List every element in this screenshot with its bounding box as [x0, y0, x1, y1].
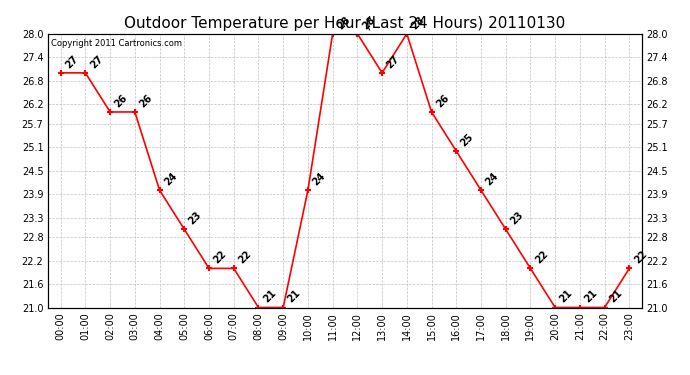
Text: 24: 24 — [484, 171, 500, 188]
Text: 26: 26 — [434, 93, 451, 109]
Text: 21: 21 — [262, 288, 278, 305]
Text: 21: 21 — [607, 288, 624, 305]
Text: 23: 23 — [509, 210, 525, 226]
Title: Outdoor Temperature per Hour (Last 24 Hours) 20110130: Outdoor Temperature per Hour (Last 24 Ho… — [124, 16, 566, 31]
Text: 27: 27 — [385, 54, 402, 70]
Text: 22: 22 — [212, 249, 228, 266]
Text: 28: 28 — [360, 14, 377, 31]
Text: 23: 23 — [187, 210, 204, 226]
Text: 21: 21 — [286, 288, 303, 305]
Text: 27: 27 — [88, 54, 105, 70]
Text: 26: 26 — [113, 93, 130, 109]
Text: 24: 24 — [162, 171, 179, 188]
Text: 22: 22 — [533, 249, 550, 266]
Text: Copyright 2011 Cartronics.com: Copyright 2011 Cartronics.com — [51, 39, 182, 48]
Text: 26: 26 — [137, 93, 155, 109]
Text: 21: 21 — [582, 288, 600, 305]
Text: 25: 25 — [459, 132, 475, 148]
Text: 24: 24 — [310, 171, 327, 188]
Text: 28: 28 — [410, 14, 426, 31]
Text: 22: 22 — [632, 249, 649, 266]
Text: 21: 21 — [558, 288, 575, 305]
Text: 28: 28 — [335, 14, 352, 31]
Text: 27: 27 — [63, 54, 80, 70]
Text: 22: 22 — [237, 249, 253, 266]
